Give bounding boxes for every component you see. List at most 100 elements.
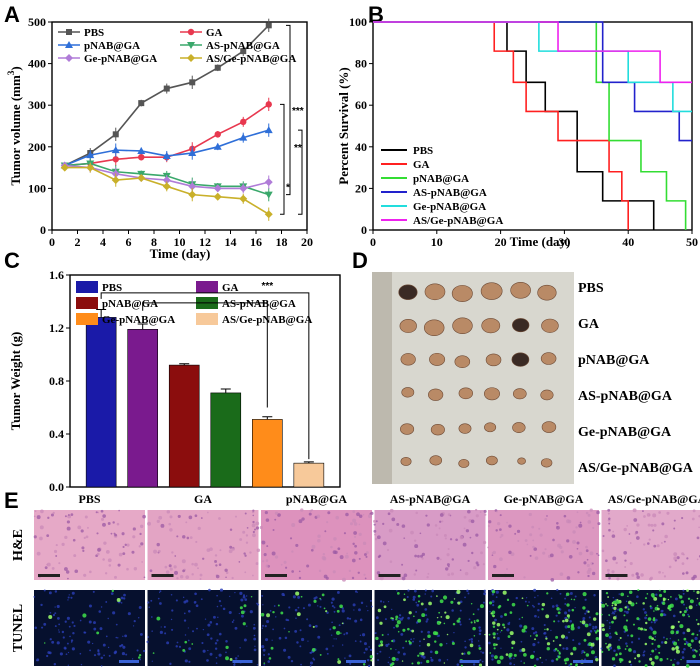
tumor-sample: [430, 424, 445, 436]
a-legend-label: AS/Ge-pNAB@GA: [206, 53, 296, 65]
a-point: [60, 163, 69, 172]
panel-label-c: C: [4, 248, 20, 273]
a-point: [213, 142, 222, 150]
c-bar: [168, 364, 200, 488]
a-point: [163, 85, 170, 92]
a-point: [65, 54, 73, 62]
tunel-tile: [260, 590, 373, 667]
c-errorbar: [137, 323, 148, 330]
a-point: [138, 154, 145, 161]
d-row-label: GA: [578, 317, 600, 332]
a-point: [137, 146, 146, 154]
b-xtick-label: 50: [686, 235, 698, 249]
he-tile: [373, 508, 487, 581]
tumor-sample: [540, 352, 557, 365]
c-legend-label: pNAB@GA: [102, 298, 158, 310]
a-sig-bracket: [280, 103, 285, 215]
b-legend-label: GA: [413, 159, 430, 171]
tumor-sample: [400, 423, 415, 435]
a-point: [239, 194, 248, 203]
a-point: [189, 79, 196, 86]
a-point: [188, 149, 197, 157]
e-column-header: AS-pNAB@GA: [390, 492, 471, 506]
a-ytick-label: 400: [28, 57, 46, 71]
a-point: [264, 178, 273, 187]
a-xtick-label: 6: [126, 235, 132, 249]
tumor-sample: [429, 352, 446, 366]
tunel-tile: [33, 589, 146, 667]
b-legend-label: Ge-pNAB@GA: [413, 201, 486, 213]
a-point: [213, 192, 222, 201]
a-xtick-label: 10: [174, 235, 186, 249]
a-xtick-label: 4: [100, 235, 106, 249]
c-ytick-label: 0.4: [49, 427, 64, 441]
a-legend-label: PBS: [84, 27, 104, 39]
chart-a-ylabel: Tumor volume (mm3): [6, 66, 23, 185]
tumor-sample: [424, 283, 446, 301]
tumor-sample: [423, 319, 445, 337]
tumor-sample: [485, 455, 498, 466]
a-point: [188, 182, 197, 191]
c-bar: [210, 392, 242, 488]
c-ytick-label: 1.6: [49, 268, 64, 282]
b-xtick-label: 30: [558, 235, 570, 249]
a-legend-label: pNAB@GA: [84, 40, 140, 52]
tumor-sample: [458, 387, 473, 400]
b-legend-label: PBS: [413, 145, 433, 157]
a-xtick-label: 0: [49, 235, 55, 249]
d-row-label: AS-pNAB@GA: [578, 389, 673, 404]
a-point: [111, 146, 120, 154]
b-xtick-label: 40: [622, 235, 634, 249]
he-tile: [147, 509, 261, 580]
a-xtick-label: 14: [225, 235, 237, 249]
a-xtick-label: 18: [276, 235, 288, 249]
c-legend-swatch: [196, 281, 218, 293]
a-point: [162, 176, 171, 185]
a-sig-label: **: [294, 143, 302, 154]
a-point: [138, 100, 145, 107]
a-point: [240, 118, 247, 126]
b-xtick-label: 20: [495, 235, 507, 249]
e-column-header: PBS: [78, 492, 100, 506]
d-row-label: pNAB@GA: [578, 353, 650, 368]
b-ytick-label: 0: [361, 223, 367, 237]
tumor-sample: [428, 388, 444, 401]
c-ytick-label: 0.8: [49, 374, 64, 388]
tumor-sample: [458, 459, 470, 468]
he-tile: [33, 509, 146, 580]
tumor-photo: [372, 272, 574, 484]
a-point: [137, 174, 146, 182]
a-point: [264, 210, 273, 219]
a-sig-bracket: [286, 24, 291, 196]
tumor-sample: [429, 455, 443, 466]
a-point: [214, 131, 221, 138]
a-series: [60, 162, 273, 221]
a-point: [66, 29, 72, 35]
b-survival-curve: [373, 21, 692, 84]
tumor-sample: [510, 282, 531, 299]
b-ytick-label: 20: [355, 181, 367, 195]
a-point: [265, 22, 272, 29]
a-point: [188, 190, 197, 199]
a-point: [162, 151, 171, 159]
tumor-sample: [540, 389, 554, 401]
c-legend-label: Ge-pNAB@GA: [102, 314, 175, 326]
b-xtick-label: 10: [431, 235, 443, 249]
he-tile: [259, 508, 374, 582]
a-ytick-label: 0: [40, 223, 46, 237]
tumor-photo-panel: PBS GA pNAB@GA AS-pNAB@GA Ge-pNAB@GA AS/Ge-pN…: [372, 272, 694, 484]
a-legend-label: Ge-pNAB@GA: [84, 53, 157, 65]
tumor-sample: [458, 423, 472, 434]
panel-label-e: E: [4, 488, 19, 513]
d-row-label: Ge-pNAB@GA: [578, 425, 672, 440]
c-bar: [127, 329, 158, 488]
panel-label-a: A: [4, 2, 20, 27]
tumor-sample: [512, 388, 527, 400]
b-legend-label: AS/Ge-pNAB@GA: [413, 215, 503, 227]
c-errorbar: [303, 461, 314, 464]
tunel-tile: [146, 588, 260, 666]
tumor-sample: [399, 318, 417, 333]
tumor-sample: [511, 352, 530, 367]
tumor-sample: [400, 353, 416, 366]
tumor-sample: [541, 318, 559, 333]
